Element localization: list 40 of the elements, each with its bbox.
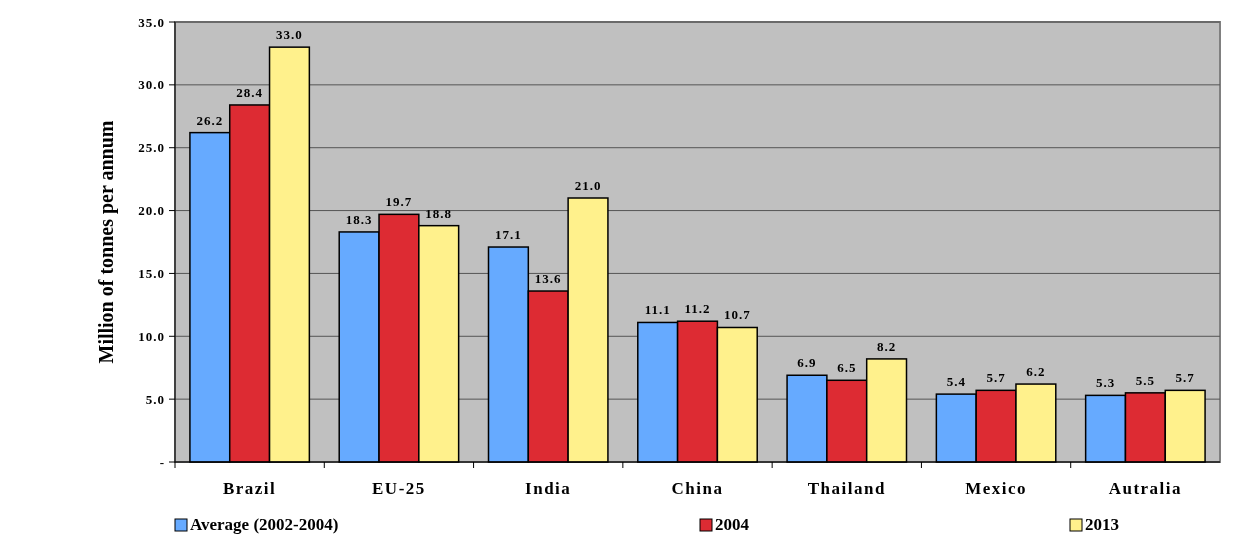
y-axis-title: Million of tonnes per annum (95, 120, 118, 364)
y-tick-label: 10.0 (138, 328, 165, 344)
y-tick-label: 20.0 (138, 203, 165, 219)
x-tick-label: Mexico (965, 479, 1027, 498)
data-label: 5.7 (986, 370, 1006, 386)
data-label: 6.2 (1026, 364, 1046, 380)
data-label: 5.7 (1175, 370, 1195, 386)
y-tick-label: 25.0 (138, 140, 165, 156)
y-tick-label: - (159, 454, 165, 470)
data-label: 18.3 (345, 211, 373, 227)
x-tick-label: India (525, 479, 572, 498)
data-label: 6.5 (837, 360, 857, 376)
y-tick-label: 15.0 (138, 265, 165, 281)
y-tick-label: 5.0 (145, 391, 165, 407)
data-label: 18.8 (425, 205, 453, 221)
data-label: 19.7 (385, 194, 413, 210)
x-tick-label: Autralia (1108, 479, 1183, 498)
legend-label: Average (2002-2004) (190, 515, 339, 534)
data-label: 5.5 (1135, 372, 1155, 388)
data-label: 28.4 (236, 84, 264, 100)
data-label: 6.9 (797, 355, 817, 371)
legend-label: 2013 (1085, 515, 1119, 534)
y-tick-label: 35.0 (138, 14, 165, 30)
data-label: 5.4 (946, 374, 966, 390)
data-label: 17.1 (495, 227, 522, 243)
legend-label: 2004 (715, 515, 750, 534)
data-label: 21.0 (574, 178, 602, 193)
y-tick-label: 30.0 (138, 77, 165, 93)
x-tick-label: China (671, 479, 724, 498)
data-label: 8.2 (876, 338, 897, 354)
data-label: 13.6 (534, 271, 562, 287)
data-label: 10.7 (723, 307, 751, 323)
data-label: 11.2 (684, 301, 711, 317)
data-label: 26.2 (196, 112, 224, 128)
data-label: 5.3 (1095, 375, 1116, 391)
x-tick-label: EU-25 (372, 479, 426, 498)
x-tick-label: Thailand (807, 479, 886, 498)
data-label: 33.0 (276, 27, 303, 43)
data-label: 11.1 (644, 302, 671, 318)
x-tick-label: Brazil (222, 479, 277, 498)
